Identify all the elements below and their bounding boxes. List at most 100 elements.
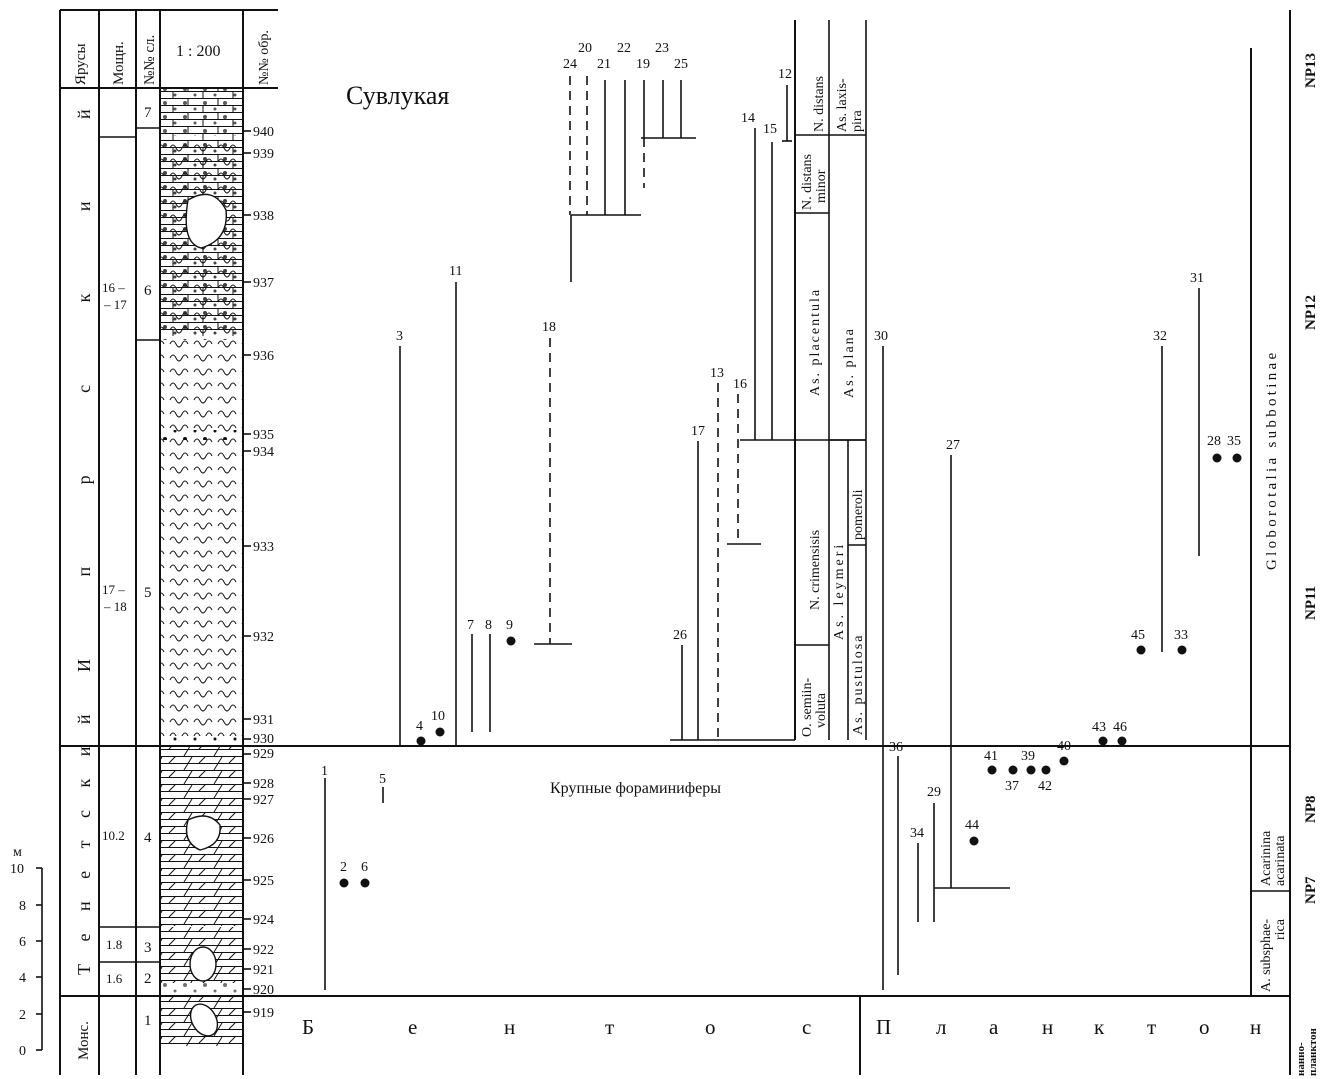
zone-n-crimensisis: N. crimensisis <box>808 530 823 610</box>
zone-as-placentula: As. placentula <box>808 288 823 396</box>
np7: NP7 <box>1303 876 1319 904</box>
sample-919: 919 <box>253 1006 274 1021</box>
zone-n-distans-minor-1: N. distans <box>800 154 815 210</box>
taxon-43: 43 <box>1092 720 1106 735</box>
zone-as-leymeri: As. leymeri <box>832 542 847 640</box>
taxon-3: 3 <box>396 329 403 344</box>
sample-926: 926 <box>253 832 274 847</box>
taxon-21: 21 <box>597 57 611 72</box>
sample-935: 935 <box>253 428 274 443</box>
taxon-14: 14 <box>741 111 755 126</box>
thickness-6a: 16 – <box>102 280 125 295</box>
taxon-20: 20 <box>578 41 592 56</box>
benthos-occurrences <box>339 636 516 888</box>
header-layers: №№ сл. <box>142 35 158 85</box>
taxon-29: 29 <box>927 785 941 800</box>
sample-ticks <box>243 130 251 1013</box>
stage-tenet: Т е н е т с к и й <box>74 706 94 975</box>
header-samples: №№ обр. <box>257 30 272 85</box>
taxon-41: 41 <box>984 749 998 764</box>
taxon-25: 25 <box>674 57 688 72</box>
benthos-ranges <box>324 76 795 990</box>
sample-936: 936 <box>253 349 274 364</box>
stage-ipr: И п р с к и й <box>74 70 94 672</box>
sample-937: 937 <box>253 276 274 291</box>
plankton-occurrences <box>969 453 1242 846</box>
taxon-22: 22 <box>617 41 631 56</box>
sample-928: 928 <box>253 777 274 792</box>
layer-4: 4 <box>144 830 152 846</box>
header-scale: 1 : 200 <box>176 43 220 60</box>
thickness-5b: – 18 <box>103 599 127 614</box>
plankton-letter-6: т <box>1147 1015 1156 1039</box>
benthos-letter-2: е <box>408 1015 417 1039</box>
benthos-letter-3: н <box>504 1015 515 1039</box>
scale-tick-4: 4 <box>19 971 26 986</box>
taxon-37: 37 <box>1005 779 1019 794</box>
taxon-35: 35 <box>1227 434 1241 449</box>
column-grid <box>59 9 1290 1075</box>
plankton-letter-3: а <box>989 1015 999 1039</box>
plankton-letter-8: н <box>1250 1015 1261 1039</box>
scale-bar: м 10 8 6 4 2 0 <box>10 845 43 1059</box>
scale-tick-10: 10 <box>10 862 24 877</box>
taxon-34: 34 <box>910 826 924 841</box>
taxon-7: 7 <box>467 618 474 633</box>
plankton-letter-7: о <box>1199 1015 1210 1039</box>
taxon-28: 28 <box>1207 434 1221 449</box>
zone-as-plana: As. plana <box>842 327 857 398</box>
taxon-16: 16 <box>733 377 747 392</box>
header-thickness: Мощн. <box>111 41 127 85</box>
taxon-30: 30 <box>874 329 888 344</box>
taxon-32: 32 <box>1153 329 1167 344</box>
taxon-24: 24 <box>563 57 577 72</box>
sample-931: 931 <box>253 713 274 728</box>
scale-tick-6: 6 <box>19 935 26 950</box>
taxon-15: 15 <box>763 122 777 137</box>
taxon-13: 13 <box>710 366 724 381</box>
sample-933: 933 <box>253 540 274 555</box>
plankton-letter-5: к <box>1094 1015 1105 1039</box>
zone-a-subsphaerica-1: A. subsphae- <box>1259 919 1274 992</box>
taxon-23: 23 <box>655 41 669 56</box>
stage-mons: Монс. <box>76 1021 92 1060</box>
taxon-12: 12 <box>778 67 792 82</box>
zone-n-distans-minor-2: minor <box>814 169 829 203</box>
sample-922: 922 <box>253 943 274 958</box>
plankton-letter-1: П <box>876 1015 891 1039</box>
taxon-18: 18 <box>542 320 556 335</box>
taxon-45: 45 <box>1131 628 1145 643</box>
taxon-36: 36 <box>889 740 903 755</box>
taxon-9: 9 <box>506 618 513 633</box>
taxon-2: 2 <box>340 860 347 875</box>
sample-927: 927 <box>253 793 274 808</box>
taxon-19: 19 <box>636 57 650 72</box>
np12: NP12 <box>1303 295 1319 330</box>
thickness-2: 1.6 <box>106 971 123 986</box>
sample-938: 938 <box>253 209 274 224</box>
sample-940: 940 <box>253 125 274 140</box>
taxon-17: 17 <box>691 424 705 439</box>
zone-globorotalia-subbotinae: Globorotalia subbotinae <box>1264 350 1280 570</box>
zone-o-semiinvoluta-2: voluta <box>814 692 829 728</box>
layer-2: 2 <box>144 971 152 987</box>
taxon-40: 40 <box>1057 739 1071 754</box>
zone-a-subsphaerica-2: rica <box>1273 918 1288 940</box>
taxon-1: 1 <box>321 764 328 779</box>
taxon-46: 46 <box>1113 720 1127 735</box>
sample-921: 921 <box>253 963 274 978</box>
sample-939: 939 <box>253 147 274 162</box>
plankton-ranges <box>882 288 1200 990</box>
benthos-letter-1: Б <box>302 1015 314 1039</box>
plankton-letter-4: н <box>1042 1015 1053 1039</box>
zone-n-distans: N. distans <box>812 76 827 132</box>
np8: NP8 <box>1303 796 1319 824</box>
taxon-44: 44 <box>965 818 979 833</box>
taxon-27: 27 <box>946 438 960 453</box>
scale-tick-2: 2 <box>19 1008 26 1023</box>
plankton-label: П л а н к т о н <box>876 1015 1261 1039</box>
benthos-label: Б е н т о с <box>302 1015 811 1039</box>
zone-columns <box>794 20 867 740</box>
section-title: Сувлукая <box>346 81 449 110</box>
thickness-6b: – 17 <box>103 297 127 312</box>
